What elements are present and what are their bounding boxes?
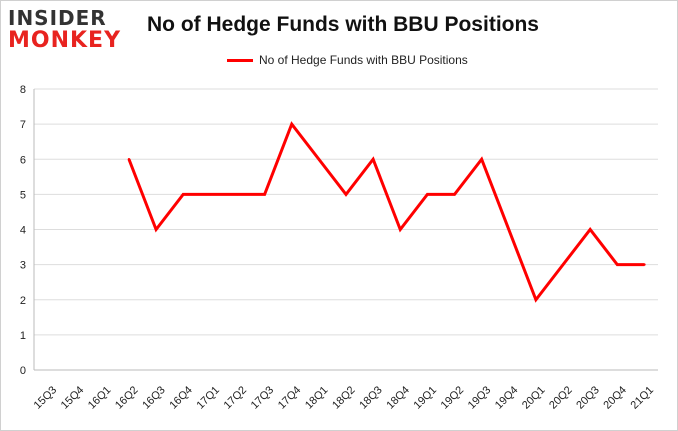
data-point-18Q2 [344, 193, 348, 196]
x-tick-label-20Q2: 20Q2 [547, 384, 575, 412]
x-tick-label-17Q2: 17Q2 [222, 384, 250, 412]
x-tick-label-20Q3: 20Q3 [574, 384, 602, 412]
data-point-19Q1 [426, 193, 429, 196]
x-tick-label-18Q1: 18Q1 [303, 384, 331, 412]
chart-title: No of Hedge Funds with BBU Positions [147, 13, 539, 36]
x-tick-label-16Q1: 16Q1 [86, 384, 114, 412]
series-layer [127, 121, 646, 303]
x-tick-label-17Q1: 17Q1 [194, 384, 222, 412]
x-tick-label-18Q3: 18Q3 [357, 384, 385, 412]
gridlines [34, 88, 658, 371]
data-point-20Q3 [588, 228, 592, 231]
x-axis: 15Q3 15Q4 16Q1 16Q2 16Q3 16Q4 17Q1 17Q2 17Q3 17Q4… [32, 369, 658, 412]
data-point-18Q1 [317, 158, 321, 161]
logo-line-2: MONKEY [8, 28, 122, 53]
data-point-17Q2 [236, 193, 239, 196]
y-tick-label-2: 2 [20, 295, 26, 307]
series-line-0 [127, 121, 645, 303]
data-point-20Q2 [561, 263, 565, 266]
y-tick-label-3: 3 [20, 260, 26, 272]
data-point-19Q2 [453, 193, 456, 196]
y-tick-label-1: 1 [20, 330, 26, 342]
data-point-21Q1 [643, 263, 646, 266]
logo-line-1: INSIDER [8, 6, 107, 30]
x-tick-label-18Q4: 18Q4 [384, 384, 412, 412]
data-point-19Q3 [480, 158, 483, 161]
x-tick-label-15Q4: 15Q4 [59, 384, 87, 412]
x-tick-label-16Q4: 16Q4 [167, 384, 195, 412]
data-point-19Q4 [507, 228, 510, 231]
data-point-16Q2 [127, 158, 131, 161]
data-point-18Q4 [399, 228, 402, 231]
data-point-16Q3 [154, 228, 158, 231]
x-tick-label-17Q4: 17Q4 [276, 384, 304, 412]
x-tick-label-19Q2: 19Q2 [439, 384, 467, 412]
x-tick-label-16Q2: 16Q2 [113, 384, 141, 412]
y-axis: 0 1 2 3 4 5 6 7 8 [20, 84, 35, 377]
x-tick-label-21Q1: 21Q1 [629, 384, 657, 412]
y-tick-label-7: 7 [20, 119, 26, 131]
x-tick-label-18Q2: 18Q2 [330, 384, 358, 412]
data-point-17Q4 [290, 122, 293, 126]
data-point-16Q4 [182, 193, 185, 196]
legend-swatch [227, 58, 253, 62]
y-tick-label-0: 0 [20, 365, 26, 377]
x-tick-label-16Q3: 16Q3 [140, 384, 168, 412]
legend-label: No of Hedge Funds with BBU Positions [259, 53, 468, 67]
x-tick-label-19Q3: 19Q3 [466, 384, 494, 412]
x-tick-label-20Q1: 20Q1 [520, 384, 548, 412]
y-tick-label-8: 8 [20, 84, 26, 96]
data-point-17Q1 [209, 193, 212, 196]
y-tick-label-5: 5 [20, 189, 26, 201]
x-tick-label-19Q1: 19Q1 [412, 384, 440, 412]
y-tick-label-4: 4 [20, 225, 26, 237]
y-tick-label-6: 6 [20, 154, 26, 166]
data-point-20Q1 [534, 298, 538, 301]
data-point-18Q3 [371, 158, 375, 161]
chart-legend: No of Hedge Funds with BBU Positions [227, 52, 468, 68]
x-tick-label-15Q3: 15Q3 [32, 384, 60, 412]
x-tick-label-17Q3: 17Q3 [249, 384, 277, 412]
data-point-17Q3 [263, 193, 266, 196]
x-tick-label-20Q4: 20Q4 [601, 384, 629, 412]
data-point-20Q4 [616, 263, 619, 266]
insider-monkey-logo: INSIDER MONKEY [8, 6, 126, 54]
x-tick-label-19Q4: 19Q4 [493, 384, 521, 412]
